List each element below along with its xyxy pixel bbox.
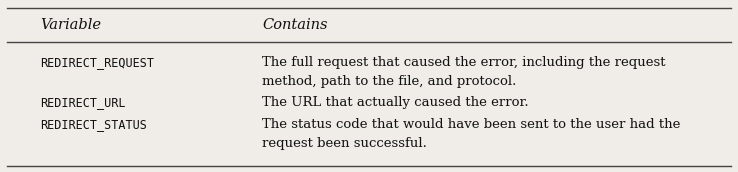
Text: REDIRECT_URL: REDIRECT_URL: [41, 96, 126, 109]
Text: REDIRECT_STATUS: REDIRECT_STATUS: [41, 118, 148, 131]
Text: The URL that actually caused the error.: The URL that actually caused the error.: [262, 96, 528, 109]
Text: The status code that would have been sent to the user had the: The status code that would have been sen…: [262, 118, 680, 131]
Text: request been successful.: request been successful.: [262, 137, 427, 150]
Text: Contains: Contains: [262, 18, 328, 32]
Text: The full request that caused the error, including the request: The full request that caused the error, …: [262, 56, 666, 69]
Text: REDIRECT_REQUEST: REDIRECT_REQUEST: [41, 56, 154, 69]
Text: Variable: Variable: [41, 18, 102, 32]
Text: method, path to the file, and protocol.: method, path to the file, and protocol.: [262, 75, 517, 88]
